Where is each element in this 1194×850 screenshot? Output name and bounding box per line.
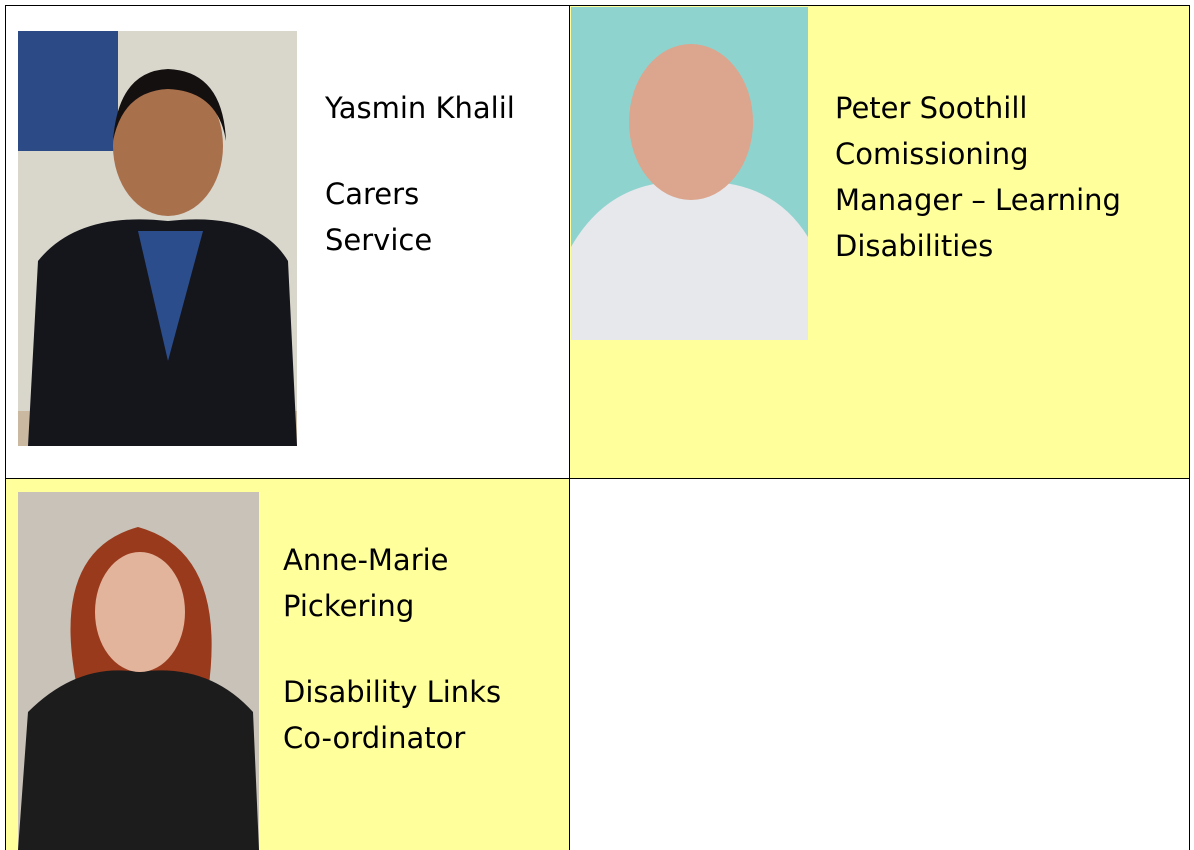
person-name: Pickering (283, 589, 415, 623)
cell-text: Anne-Marie Pickering Disability Links Co-or… (283, 537, 501, 761)
person-role: Disabilities (835, 229, 994, 263)
photo (571, 7, 808, 340)
cell (569, 478, 1190, 850)
photo (18, 31, 297, 446)
cell-text: Yasmin Khalil Carers Service (325, 85, 515, 263)
person-role: Manager – Learning (835, 183, 1121, 217)
cell-text: Peter Soothill Comissioning Manager – Lear… (835, 85, 1121, 269)
photo (18, 492, 259, 850)
person-role: Co-ordinator (283, 721, 466, 755)
person-role: Carers (325, 177, 420, 211)
person-name: Anne-Marie (283, 543, 449, 577)
person-name: Yasmin Khalil (325, 91, 515, 125)
person-role: Service (325, 223, 433, 257)
person-role: Disability Links (283, 675, 502, 709)
person-role: Comissioning (835, 137, 1029, 171)
person-name: Peter Soothill (835, 91, 1028, 125)
